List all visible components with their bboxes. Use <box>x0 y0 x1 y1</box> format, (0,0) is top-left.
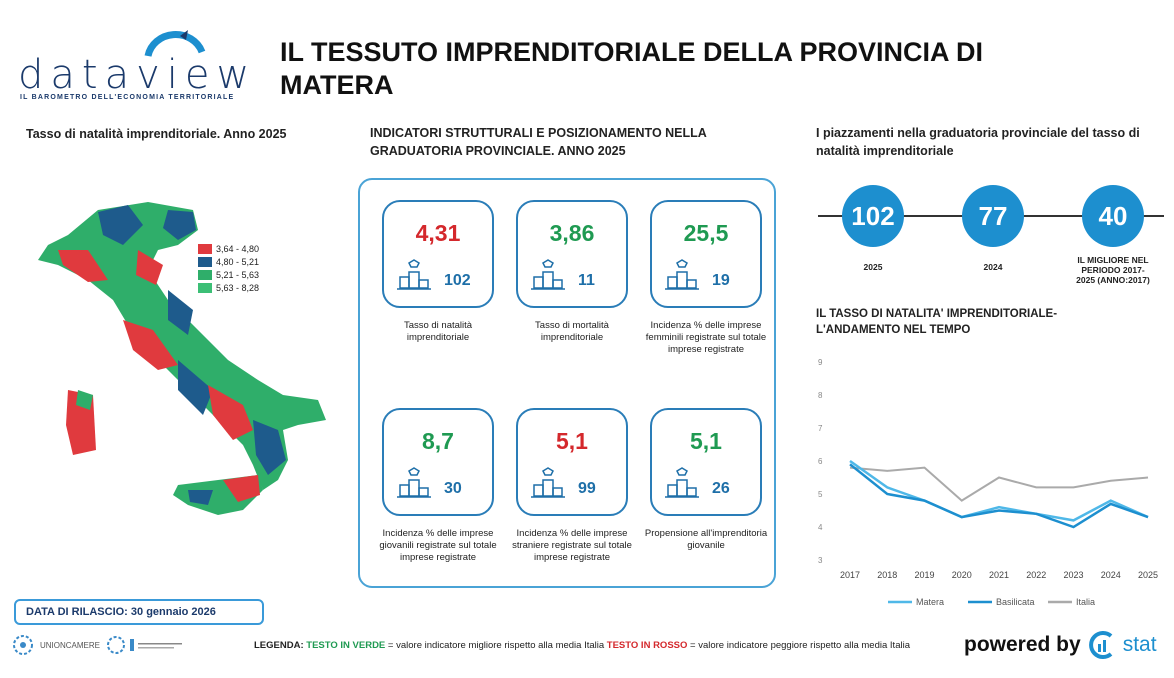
legend-label: 4,80 - 5,21 <box>216 256 260 267</box>
x-tick-label: 2020 <box>952 570 972 580</box>
legend-swatch <box>198 282 212 293</box>
release-date: DATA DI RILASCIO: 30 gennaio 2026 <box>14 599 264 625</box>
podium-icon <box>397 467 431 498</box>
logo-text: dataview <box>18 52 257 98</box>
unioncamere-label: UNIONCAMERE <box>40 640 101 650</box>
italy-map <box>38 202 326 515</box>
page-title: IL TESSUTO IMPRENDITORIALE DELLA PROVINC… <box>280 37 984 100</box>
indicator-label: Incidenza % delle imprese giovanili regi… <box>379 528 497 563</box>
indicators-title: INDICATORI STRUTTURALI E POSIZIONAMENTO … <box>370 126 707 158</box>
indicator-rank: 30 <box>444 480 462 497</box>
x-tick-label: 2018 <box>877 570 897 580</box>
podium-icon <box>531 259 565 290</box>
podium-icon <box>665 259 699 290</box>
legend-label: 3,64 - 4,80 <box>216 243 260 254</box>
indicator-label: Incidenza % delle imprese straniere regi… <box>512 528 632 563</box>
indicator-card: 4,31 102 <box>382 200 494 308</box>
y-tick-label: 9 <box>818 358 823 367</box>
powered-by-label: powered by <box>964 633 1081 656</box>
chart-title: IL TASSO DI NATALITA' IMPRENDITORIALE- L… <box>816 308 1058 336</box>
rank-label-best: IL MIGLIORE NEL PERIODO 2017-2025 (ANNO:… <box>1076 255 1150 285</box>
x-tick-label: 2024 <box>1101 570 1121 580</box>
legend-red-label: TESTO IN ROSSO <box>606 640 688 651</box>
legend-prefix: LEGENDA: <box>254 640 304 651</box>
y-tick-label: 4 <box>818 523 823 532</box>
rank-circle-2024: 77 <box>962 185 1024 247</box>
indicator-label: Incidenza % delle imprese femminili regi… <box>645 320 767 355</box>
logo-arc-icon <box>144 30 206 57</box>
y-tick-label: 3 <box>818 556 823 565</box>
x-tick-label: 2025 <box>1138 570 1158 580</box>
logo-subtitle: IL BAROMETRO DELL'ECONOMIA TERRITORIALE <box>20 94 235 101</box>
indicator-label: Propensione all'imprenditoria giovanile <box>644 528 768 551</box>
rank-label-2025: 2025 <box>863 262 883 272</box>
indicator-rank: 102 <box>444 272 471 289</box>
map-legend: 3,64 - 4,80 4,80 - 5,21 5,21 - 5,63 5,63… <box>198 242 259 294</box>
cstat-icon <box>1088 631 1113 659</box>
x-tick-label: 2023 <box>1063 570 1083 580</box>
x-tick-label: 2021 <box>989 570 1009 580</box>
podium-icon <box>665 467 699 498</box>
ranking-title: I piazzamenti nella graduatoria provinci… <box>816 126 1140 158</box>
y-tick-label: 5 <box>818 490 823 499</box>
powered-by: powered by stat <box>964 630 1157 660</box>
legend-green-label: TESTO IN VERDE <box>306 640 386 651</box>
indicator-label: Tasso di mortalità imprenditoriale <box>535 320 609 343</box>
legend-series-name: Italia <box>1076 597 1095 607</box>
unioncamere-icon <box>13 635 33 655</box>
rank-circle-best: 40 <box>1082 185 1144 247</box>
legend-series-name: Basilicata <box>996 597 1035 607</box>
y-tick-label: 8 <box>818 391 823 400</box>
indicator-value: 5,1 <box>690 428 722 454</box>
legend-green-desc: = valore indicatore migliore rispetto al… <box>387 640 605 651</box>
rank-label-2024: 2024 <box>983 262 1003 272</box>
indicator-value: 3,86 <box>549 220 595 246</box>
brand-name: stat <box>1122 633 1157 656</box>
legend-swatch <box>198 269 212 280</box>
indicator-card: 5,1 26 <box>650 408 762 516</box>
series-line-italia <box>849 466 1149 502</box>
indicator-value: 4,31 <box>415 220 461 246</box>
podium-icon <box>531 467 565 498</box>
x-tick-label: 2022 <box>1026 570 1046 580</box>
podium-icon <box>397 259 431 290</box>
indicator-card: 8,7 30 <box>382 408 494 516</box>
indicator-value: 5,1 <box>556 428 588 454</box>
indicator-rank: 99 <box>578 480 596 497</box>
legend-swatch <box>198 243 212 254</box>
indicator-label: Tasso di natalità imprenditoriale <box>403 320 473 343</box>
legend-swatch <box>198 256 212 267</box>
indicator-rank: 26 <box>712 480 730 497</box>
x-tick-label: 2017 <box>840 570 860 580</box>
color-legend: LEGENDA: TESTO IN VERDE = valore indicat… <box>254 640 910 651</box>
series-line-basilicata <box>849 463 1149 529</box>
indicator-value: 8,7 <box>422 428 454 454</box>
x-tick-label: 2019 <box>914 570 934 580</box>
indicator-card: 5,1 99 <box>516 408 628 516</box>
map-title: Tasso di natalità imprenditoriale. Anno … <box>26 127 287 141</box>
rank-circle-2025: 102 <box>842 185 904 247</box>
indicator-value: 25,5 <box>683 220 729 246</box>
indicator-rank: 19 <box>712 272 730 289</box>
partner-logos: UNIONCAMERE <box>12 634 186 656</box>
indicator-rank: 11 <box>578 272 595 289</box>
indicator-card: 3,86 11 <box>516 200 628 308</box>
legend-red-desc: = valore indicatore peggiore rispetto al… <box>690 640 910 651</box>
legend-label: 5,21 - 5,63 <box>216 269 260 280</box>
line-chart: 3 4 5 6 7 8 9 2017 2018 2019 2020 2021 2022 2023 2024 2… <box>818 358 1158 607</box>
partner-logo-icon <box>107 636 183 654</box>
indicator-card: 25,5 19 <box>650 200 762 308</box>
y-tick-label: 6 <box>818 457 823 466</box>
indicators-panel <box>358 178 776 588</box>
y-tick-label: 7 <box>818 424 823 433</box>
legend-label: 5,63 - 8,28 <box>216 282 260 293</box>
legend-series-name: Matera <box>916 597 944 607</box>
series-line-matera <box>849 459 1149 522</box>
